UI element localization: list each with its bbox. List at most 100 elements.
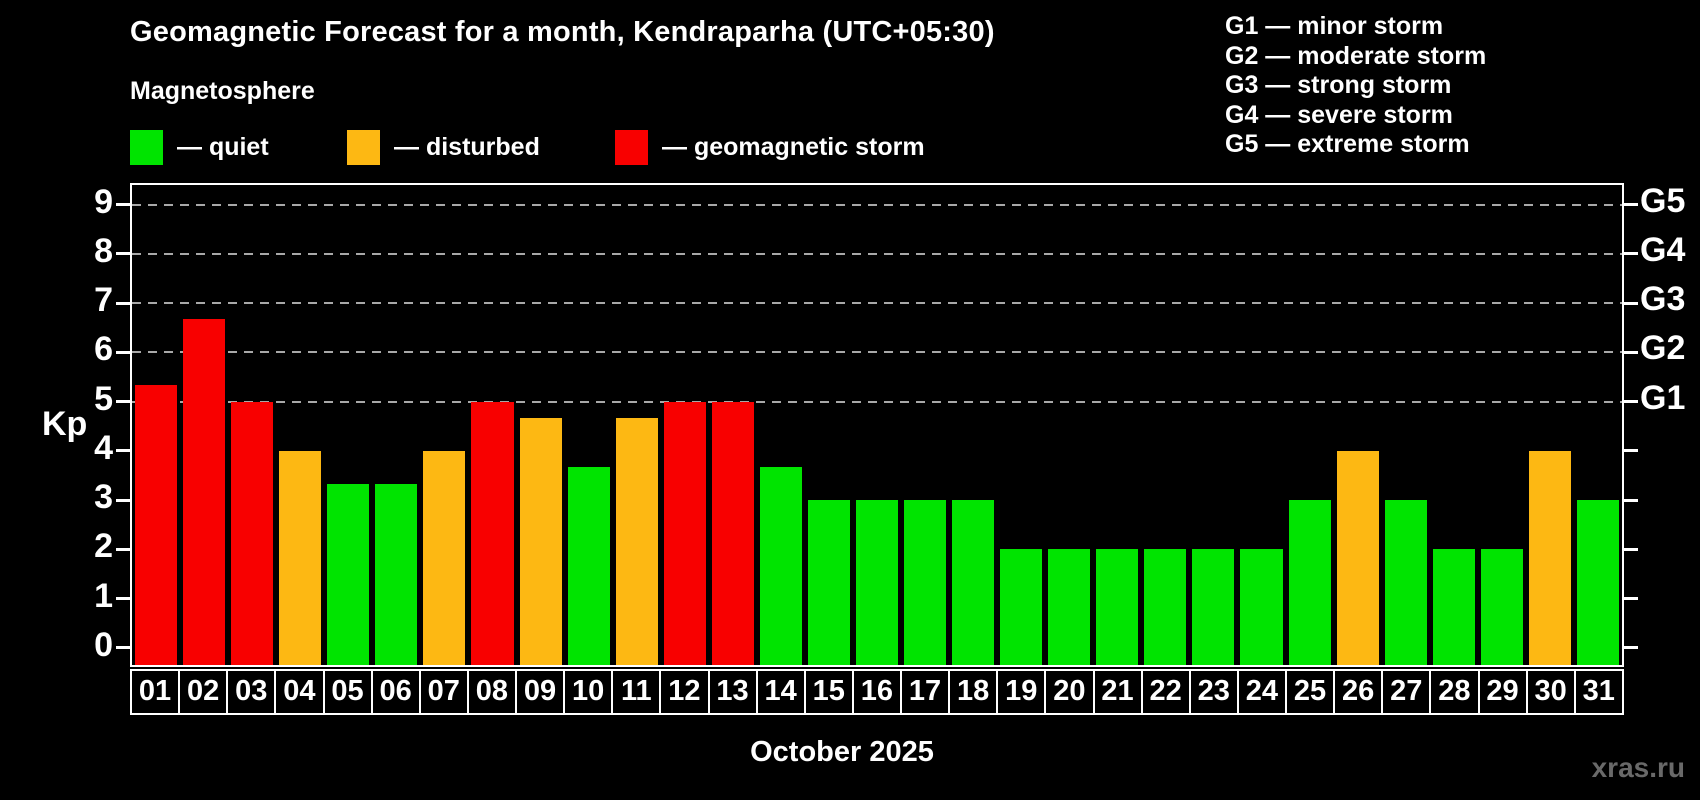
day-label-29: 29 (1477, 669, 1528, 715)
kp-bar-day-01 (135, 385, 178, 665)
right-axis-tick-9 (1624, 203, 1638, 207)
left-axis-tick-4 (116, 449, 130, 453)
day-label-26: 26 (1333, 669, 1384, 715)
kp-bar-day-26 (1336, 450, 1379, 665)
quiet-color-swatch (130, 129, 163, 165)
gridline-kp-7 (132, 302, 1622, 305)
day-label-14: 14 (755, 669, 806, 715)
kp-bar-day-21 (1096, 549, 1139, 665)
legend-item-disturbed: — disturbed (347, 129, 540, 165)
g-legend-line-g5: G5 — extreme storm (1225, 130, 1470, 158)
day-label-12: 12 (659, 669, 710, 715)
g-scale-legend: G1 — minor storm G2 — moderate storm G3 … (1225, 12, 1486, 160)
day-label-02: 02 (178, 669, 229, 715)
day-label-18: 18 (948, 669, 999, 715)
g-legend-line-g1: G1 — minor storm (1225, 12, 1444, 40)
left-axis-tick-6 (116, 350, 130, 354)
right-axis-tick-0 (1624, 646, 1638, 650)
kp-bar-day-15 (807, 500, 850, 665)
kp-bar-day-02 (183, 319, 226, 665)
y-axis-tick-label-1: 1 (94, 576, 113, 615)
watermark: xras.ru (1591, 752, 1685, 783)
g-scale-label-g2: G2 (1640, 329, 1686, 368)
right-axis-tick-3 (1624, 498, 1638, 502)
kp-bar-day-03 (231, 401, 274, 665)
legend-item-quiet: — quiet (130, 129, 269, 165)
y-axis-tick-label-5: 5 (94, 379, 113, 418)
kp-bar-day-14 (759, 467, 802, 665)
g-legend-line-g4: G4 — severe storm (1225, 100, 1453, 129)
legend-item-storm: — geomagnetic storm (615, 129, 925, 165)
kp-bar-day-16 (855, 500, 899, 665)
g-legend-line-g3: G3 — strong storm (1225, 71, 1452, 99)
kp-bar-day-18 (952, 500, 995, 665)
gridline-kp-5 (132, 400, 1622, 403)
day-label-30: 30 (1525, 669, 1576, 715)
kp-bar-day-20 (1048, 549, 1091, 665)
left-axis-tick-3 (116, 498, 130, 502)
x-axis-title: October 2025 (750, 736, 934, 768)
day-label-23: 23 (1188, 669, 1239, 715)
kp-bar-day-04 (279, 450, 322, 665)
legend-label-storm: — geomagnetic storm (662, 132, 925, 161)
legend-label-disturbed: — disturbed (394, 132, 540, 161)
kp-bar-day-12 (663, 401, 706, 665)
day-label-31: 31 (1573, 669, 1624, 715)
left-axis-tick-7 (116, 301, 130, 305)
day-label-13: 13 (707, 669, 758, 715)
day-label-19: 19 (996, 669, 1047, 715)
kp-bar-day-08 (471, 401, 514, 665)
right-axis-tick-5 (1624, 400, 1638, 404)
kp-bar-day-11 (615, 417, 658, 665)
day-label-28: 28 (1429, 669, 1480, 715)
plot-area (116, 183, 1638, 667)
right-axis-tick-4 (1624, 449, 1638, 453)
y-axis-tick-label-3: 3 (94, 478, 113, 517)
day-label-17: 17 (900, 669, 951, 715)
kp-bar-day-19 (1000, 549, 1043, 665)
kp-bar-day-10 (567, 467, 610, 665)
left-axis-tick-9 (116, 203, 130, 207)
kp-bar-day-28 (1432, 549, 1475, 665)
day-label-10: 10 (563, 669, 614, 715)
g-legend-line-g2: G2 — moderate storm (1225, 41, 1487, 70)
right-axis-tick-1 (1624, 597, 1638, 601)
day-label-06: 06 (370, 669, 421, 715)
day-label-04: 04 (274, 669, 325, 715)
y-axis-tick-label-8: 8 (94, 231, 113, 270)
day-label-21: 21 (1092, 669, 1143, 715)
kp-bar-day-07 (423, 450, 466, 665)
left-axis-tick-1 (116, 597, 130, 601)
g-scale-label-g1: G1 (1640, 378, 1686, 417)
x-axis-day-labels: 01 02 03 04 05 06 07 08 09 10 11 12 13 14 15 16 17 18 19 20… (130, 669, 1624, 715)
y-axis-tick-label-0: 0 (94, 625, 113, 664)
y-axis-title: Kp (42, 405, 88, 443)
day-label-01: 01 (130, 669, 181, 715)
kp-bar-day-30 (1528, 450, 1571, 665)
day-label-27: 27 (1381, 669, 1432, 715)
g-scale-label-g5: G5 (1640, 181, 1686, 220)
y-axis-tick-label-4: 4 (94, 428, 113, 467)
kp-bar-day-05 (327, 483, 370, 665)
y-axis-tick-label-2: 2 (94, 527, 113, 566)
kp-bar-day-24 (1240, 549, 1283, 665)
kp-bar-day-17 (904, 500, 947, 665)
kp-bar-day-27 (1384, 500, 1427, 665)
chart-title: Geomagnetic Forecast for a month, Kendra… (130, 16, 995, 48)
kp-bar-day-06 (375, 483, 418, 665)
y-axis-tick-label-9: 9 (94, 182, 113, 221)
disturbed-color-swatch (347, 129, 380, 165)
left-axis-tick-0 (116, 646, 130, 650)
y-axis-tick-label-7: 7 (94, 281, 113, 320)
left-axis-tick-2 (116, 547, 130, 551)
gridline-kp-6 (132, 351, 1622, 354)
right-axis-tick-6 (1624, 350, 1638, 354)
g-scale-label-g3: G3 (1640, 280, 1686, 319)
legend-label-quiet: — quiet (177, 132, 269, 161)
kp-bar-day-09 (519, 417, 562, 665)
kp-bar-day-31 (1576, 500, 1619, 665)
day-label-25: 25 (1285, 669, 1336, 715)
kp-bar-day-29 (1480, 549, 1523, 665)
day-label-09: 09 (515, 669, 566, 715)
day-label-07: 07 (418, 669, 469, 715)
